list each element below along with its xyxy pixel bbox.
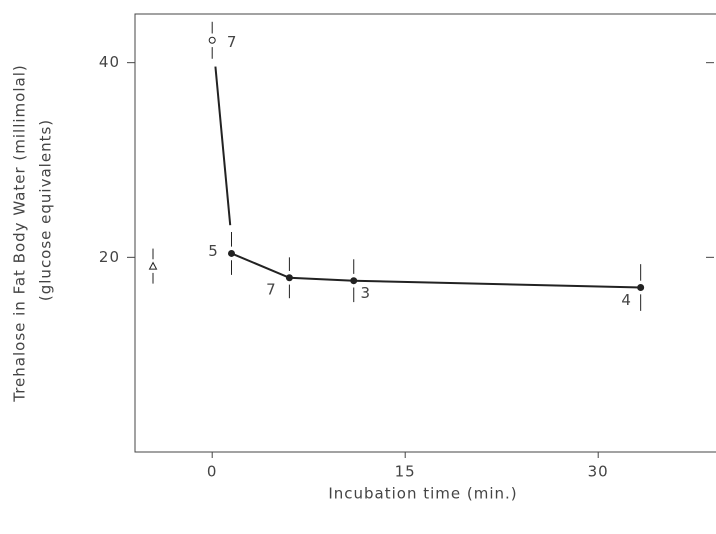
point: [228, 249, 235, 257]
point: [350, 277, 358, 285]
sample-size-label: 7: [266, 280, 277, 298]
x-tick-label: 0: [207, 463, 218, 481]
sample-size-label: 3: [360, 284, 371, 302]
x-tick-label: 15: [395, 463, 416, 481]
sample-size-label: 4: [621, 291, 632, 309]
point: [208, 36, 216, 44]
sample-size-label: 7: [227, 33, 238, 51]
y-tick-label: 20: [99, 248, 120, 266]
x-tick-label: 30: [588, 463, 609, 481]
plot-frame: [134, 13, 716, 453]
y-axis-label: Trehalose in Fat Body Water (millimolal): [11, 64, 29, 402]
y-axis-label-2: (glucose equivalents): [37, 119, 55, 301]
point: [148, 261, 158, 270]
point: [285, 274, 293, 282]
sample-size-label: 5: [208, 242, 219, 260]
y-tick-label: 40: [99, 53, 120, 71]
point: [637, 284, 645, 292]
series-line: [214, 66, 232, 226]
x-axis-label: Incubation time (min.): [328, 485, 517, 503]
series-line: [231, 252, 641, 289]
